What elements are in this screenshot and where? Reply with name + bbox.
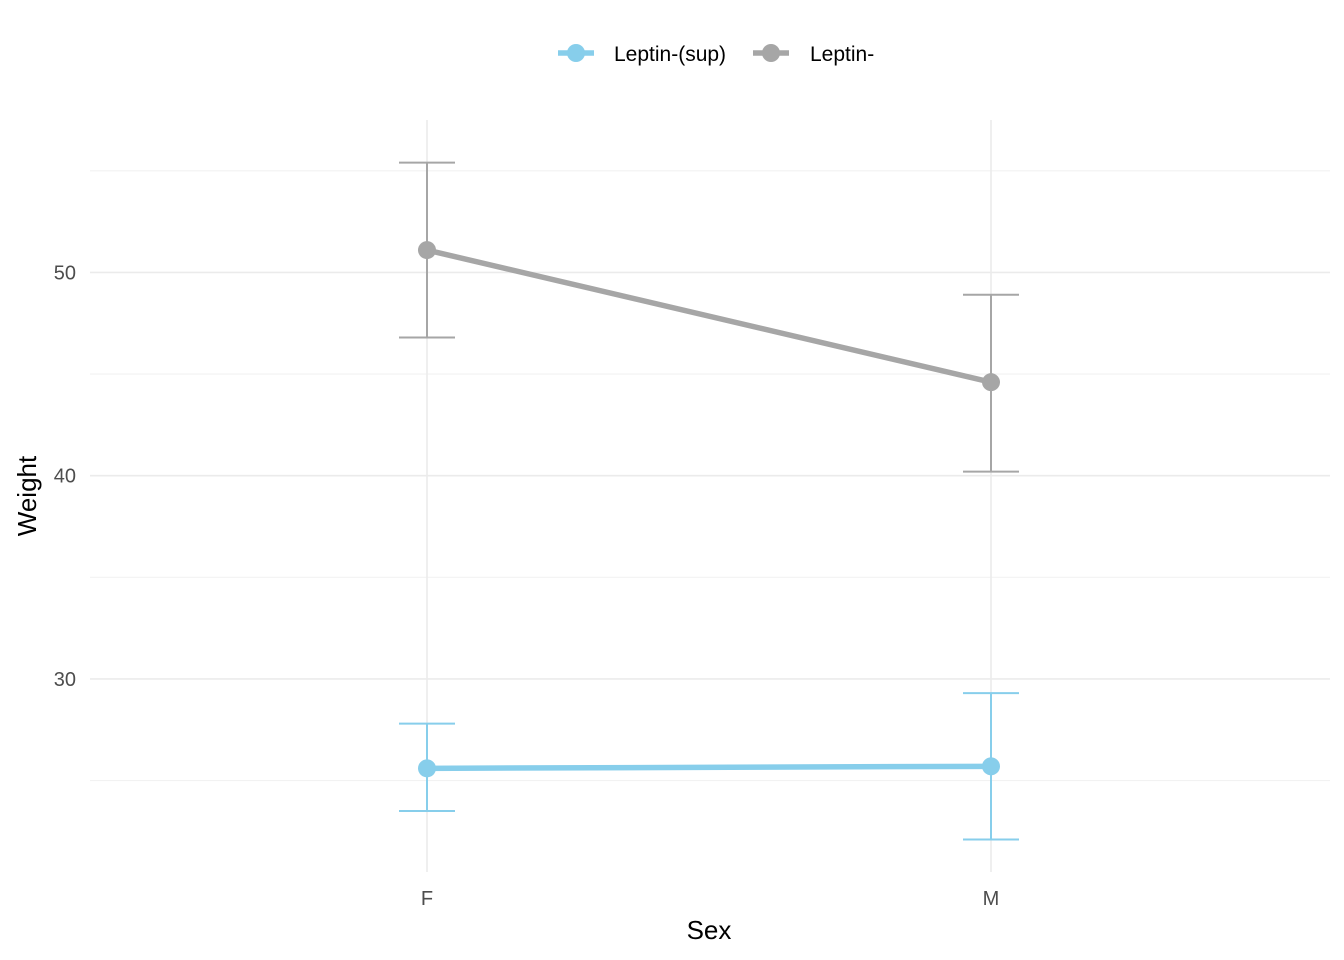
- legend-label: Leptin-(sup): [614, 43, 726, 66]
- x-axis-title: Sex: [687, 915, 732, 945]
- series-layer: [399, 161, 1019, 841]
- legend-item-1: Leptin-(sup): [558, 43, 726, 66]
- legend-key-point: [762, 44, 780, 62]
- legend-key-point: [567, 44, 585, 62]
- y-tick-label: 40: [54, 466, 76, 488]
- series-line: [426, 247, 992, 385]
- legend-item-2: Leptin-: [753, 43, 874, 66]
- x-tick-label: F: [421, 888, 433, 910]
- data-point: [982, 757, 1000, 776]
- series-line: [426, 763, 992, 772]
- legend: Leptin-(sup) Leptin-: [558, 43, 874, 66]
- data-point: [418, 759, 436, 778]
- legend-label: Leptin-: [810, 43, 874, 66]
- series-1: [399, 692, 1019, 841]
- grid: [90, 120, 1330, 872]
- data-point: [418, 241, 436, 260]
- data-point: [982, 373, 1000, 392]
- y-tick-label: 50: [54, 262, 76, 284]
- y-axis-title: Weight: [12, 455, 42, 536]
- x-tick-label: M: [983, 888, 1000, 910]
- y-axis-ticks: 30 40 50: [54, 262, 76, 690]
- y-tick-label: 30: [54, 669, 76, 691]
- series-2: [399, 161, 1019, 473]
